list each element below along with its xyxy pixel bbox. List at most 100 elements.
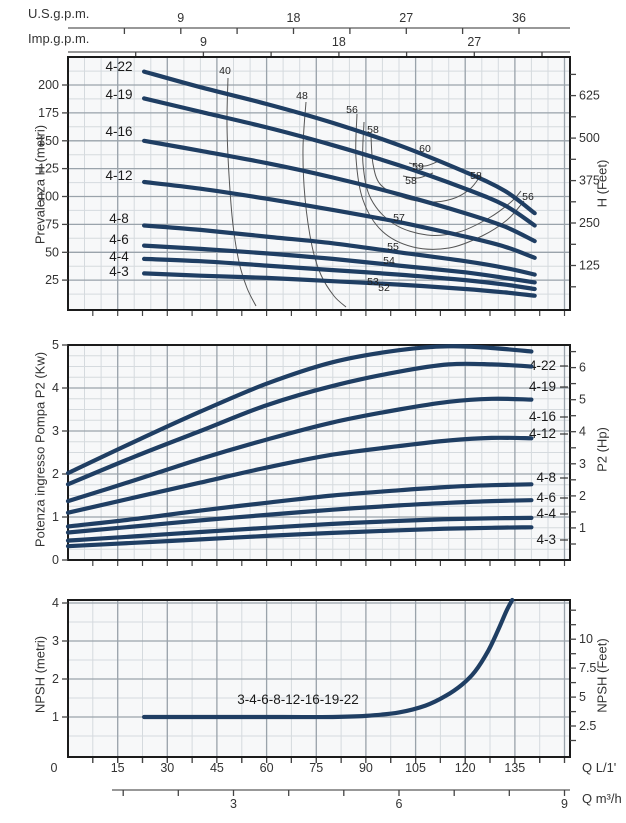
efficiency-label: 58 (405, 175, 417, 187)
power-right-tick-label: 2 (579, 489, 586, 503)
power-curve-4-16 (65, 396, 534, 504)
head-curve-4-3 (142, 271, 537, 298)
q-lpm-tick-label: 105 (405, 761, 426, 775)
q-lpm-tick-label: 75 (309, 761, 323, 775)
us-gpm-tick-label: 27 (399, 11, 413, 25)
power-ytick-label: 0 (52, 553, 59, 567)
power-curve-4-12 (65, 435, 534, 515)
model-label-4-12: 4-12 (529, 426, 556, 441)
npsh-right-tick-label: 7.5 (579, 661, 596, 675)
head-ytick-label: 50 (45, 245, 59, 259)
npsh-ytick-label: 1 (52, 710, 59, 724)
model-label-4-4: 4-4 (536, 506, 556, 521)
efficiency-label: 58 (470, 170, 482, 182)
q-lpm-tick-label: 120 (455, 761, 476, 775)
power-right-axis-title: P2 (Hp) (594, 427, 610, 472)
q-lpm-tick-label: 135 (504, 761, 525, 775)
efficiency-label: 55 (387, 241, 399, 253)
head-right-tick-label: 125 (579, 259, 600, 273)
head-right-tick-label: 250 (579, 216, 600, 230)
npsh-right-axis-title: NPSH (Feet) (594, 638, 610, 713)
efficiency-label: 52 (378, 282, 390, 294)
us-gpm-tick-label: 36 (512, 11, 526, 25)
power-curve-4-4 (65, 515, 534, 543)
model-label-4-19: 4-19 (105, 87, 132, 102)
efficiency-label: 56 (522, 191, 534, 203)
npsh-right-tick-label: 10 (579, 632, 593, 646)
imp-gpm-axis-title: Imp.g.p.m. (28, 31, 90, 46)
us-gpm-tick-label: 9 (177, 11, 184, 25)
power-curve-4-3 (65, 525, 534, 549)
npsh-ytick-label: 2 (52, 672, 59, 686)
q-lpm-tick-label: 30 (160, 761, 174, 775)
npsh-right-tick-label: 2.5 (579, 719, 596, 733)
power-right-tick-label: 1 (579, 521, 586, 535)
imp-gpm-tick-label: 18 (332, 35, 346, 49)
efficiency-label: 40 (219, 65, 231, 77)
imp-gpm-tick-label: 27 (467, 35, 481, 49)
power-ytick-label: 2 (52, 467, 59, 481)
model-label-4-4: 4-4 (109, 249, 129, 264)
head-curve-4-6 (142, 243, 537, 285)
head-chart: 25 50 75 100 125 150 175 200 125 250 375 500 625 4-22… (38, 56, 600, 316)
head-ytick-label: 100 (38, 190, 59, 204)
us-gpm-axis-title: U.S.g.p.m. (28, 6, 90, 21)
q-lpm-tick-label: 45 (210, 761, 224, 775)
power-ytick-label: 5 (52, 338, 59, 352)
head-right-tick-label: 375 (579, 174, 600, 188)
q-lpm-origin-label: 0 (51, 761, 58, 775)
model-label-4-22: 4-22 (105, 59, 132, 74)
power-chart: 0 1 2 3 4 5 1 2 3 4 5 6 4-22 4-19 4-16 4-12 4-8 4-64-4 4-3 (52, 338, 586, 567)
head-ytick-label: 125 (38, 162, 59, 176)
head-ytick-label: 25 (45, 273, 59, 287)
model-label-4-3: 4-3 (536, 532, 556, 547)
power-curve-4-6 (65, 498, 534, 535)
head-right-tick-label: 500 (579, 131, 600, 145)
efficiency-label: 60 (419, 143, 431, 155)
head-ytick-label: 200 (38, 78, 59, 92)
efficiency-label: 48 (296, 90, 308, 102)
npsh-left-axis-title: NPSH (metri) (32, 635, 48, 714)
q-m3h-tick-label: 9 (561, 797, 568, 811)
power-left-axis-title: Potenza ingresso Pompa P2 (Kw) (32, 351, 48, 548)
head-curve-4-19 (142, 96, 537, 228)
efficiency-label: 57 (393, 212, 405, 224)
npsh-ytick-label: 4 (52, 596, 59, 610)
model-label-4-19: 4-19 (529, 379, 556, 394)
q-m3h-axis-title: Q m³/h (582, 791, 622, 806)
efficiency-label: 54 (383, 255, 395, 267)
model-label-4-3: 4-3 (109, 264, 129, 279)
model-label-3-4-6-8-12-16-19-22: 3-4-6-8-12-16-19-22 (237, 692, 359, 707)
npsh-curve-3-4-6-8-12-16-19-22 (142, 597, 515, 720)
q-lpm-axis-title: Q L/1' (582, 760, 617, 775)
head-right-axis-title: H (Feet) (594, 159, 610, 208)
model-label-4-6: 4-6 (536, 490, 556, 505)
power-curve-4-22 (65, 344, 534, 476)
efficiency-label: 53 (367, 276, 379, 288)
efficiency-label: 56 (346, 104, 358, 116)
efficiency-label: 59 (412, 161, 424, 173)
model-label-4-22: 4-22 (529, 358, 556, 373)
head-curve-4-12 (142, 179, 537, 260)
head-curve-4-22 (142, 69, 537, 216)
q-lpm-tick-label: 90 (359, 761, 373, 775)
head-ytick-label: 75 (45, 217, 59, 231)
model-label-4-16: 4-16 (105, 124, 132, 139)
head-curve-4-16 (142, 138, 537, 244)
head-curve-4-4 (142, 256, 537, 292)
power-ytick-label: 3 (52, 424, 59, 438)
us-gpm-tick-label: 18 (287, 11, 301, 25)
head-right-tick-label: 625 (579, 89, 600, 103)
power-curve-4-19 (65, 361, 534, 487)
efficiency-label: 58 (367, 124, 379, 136)
q-lpm-tick-label: 60 (260, 761, 274, 775)
model-label-4-8: 4-8 (109, 211, 129, 226)
npsh-right-tick-label: 5 (579, 690, 586, 704)
npsh-chart: 1 2 3 4 2.5 5 7.5 10 3-4-6-8-12-16-19-22 (52, 596, 596, 763)
power-ytick-label: 4 (52, 381, 59, 395)
q-m3h-tick-label: 3 (230, 797, 237, 811)
head-left-axis-title: Prevalenza H (metri) (32, 124, 48, 245)
power-right-tick-label: 6 (579, 361, 586, 375)
